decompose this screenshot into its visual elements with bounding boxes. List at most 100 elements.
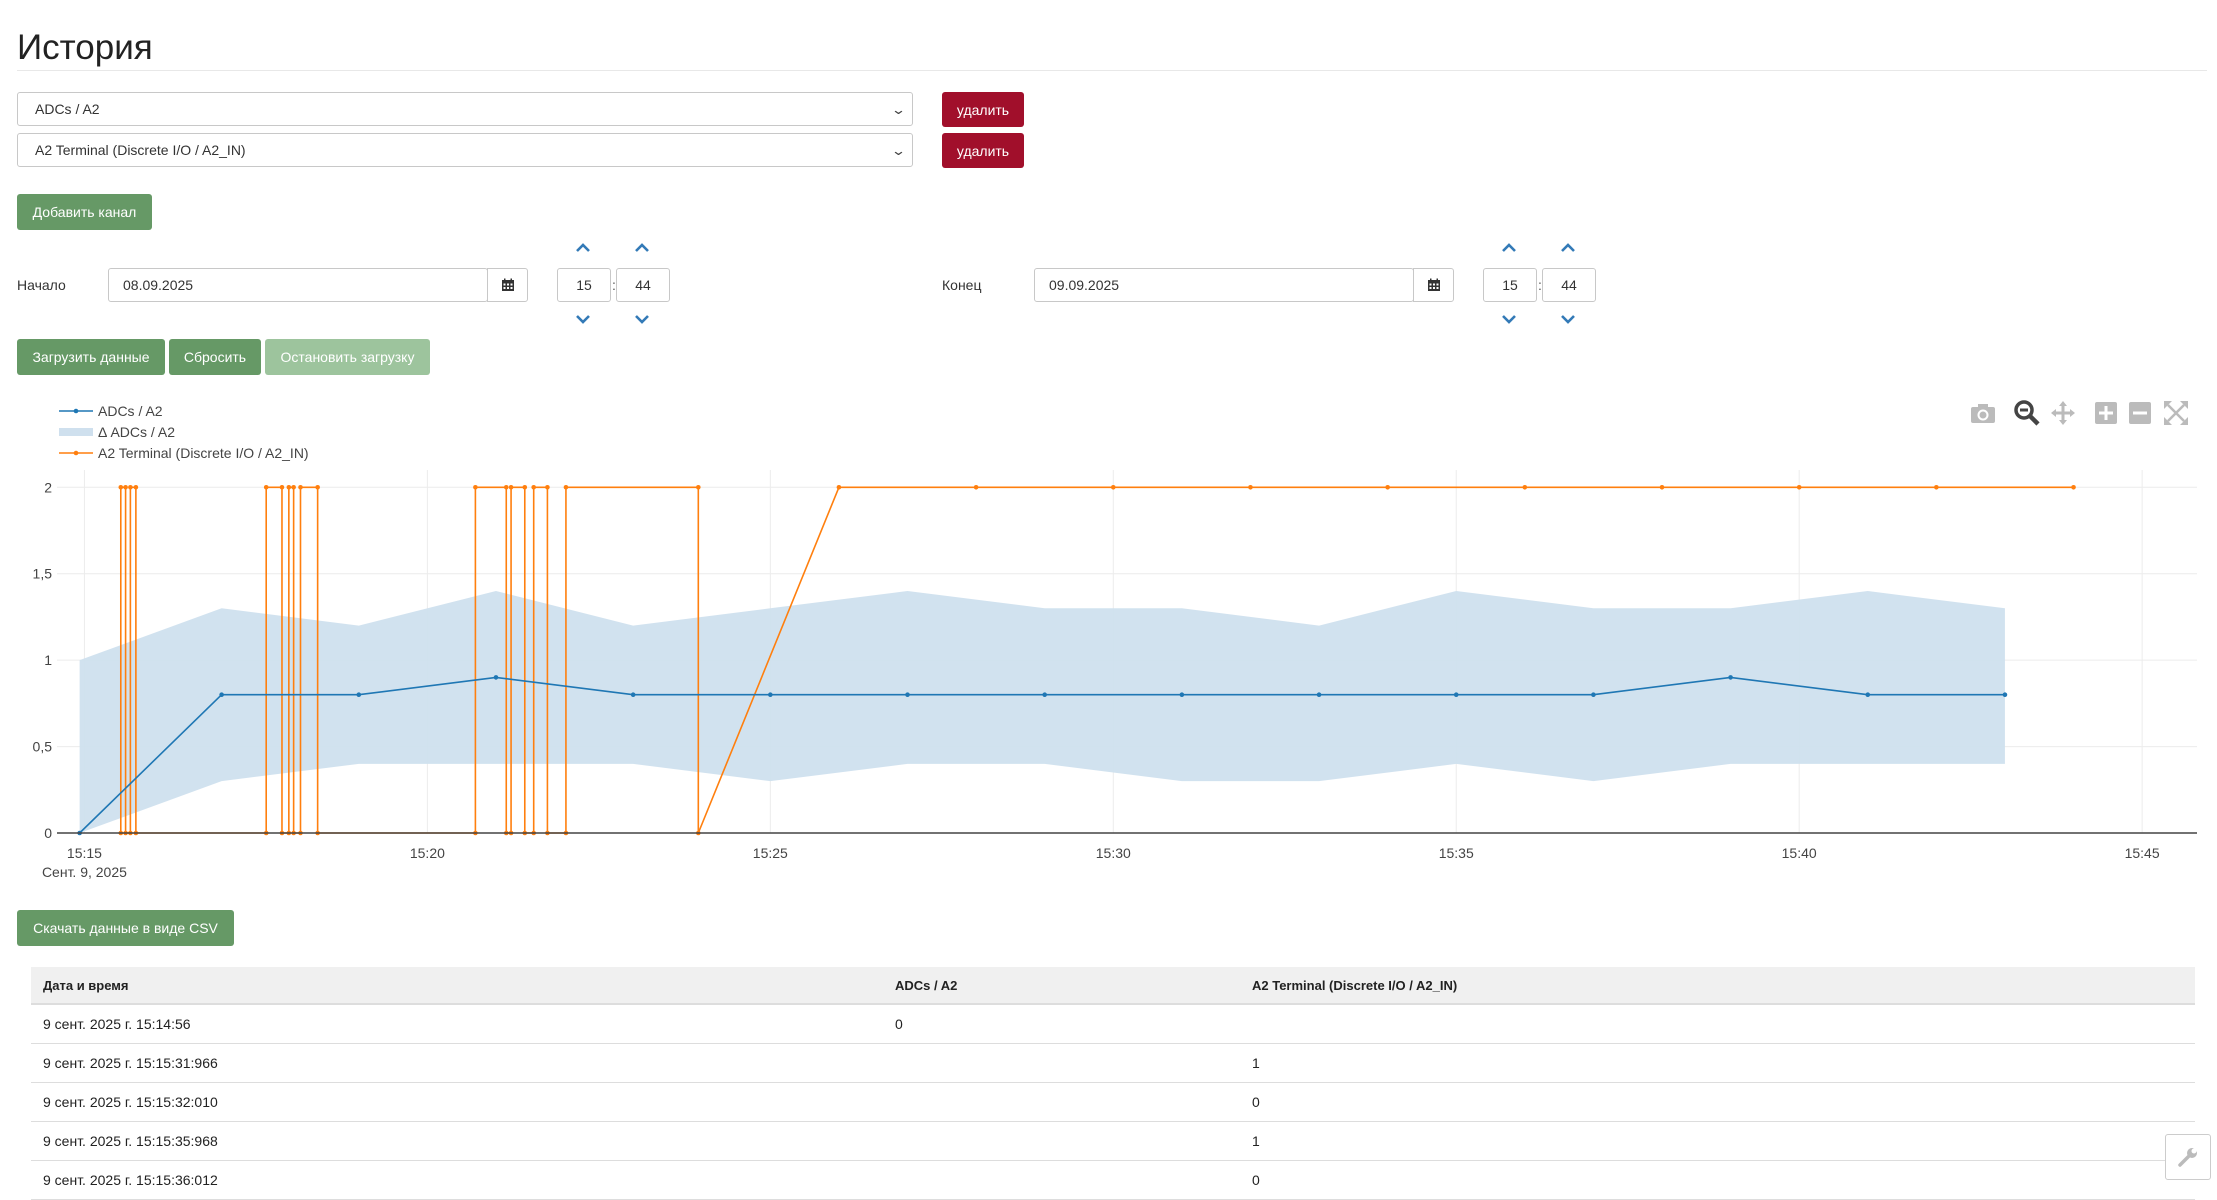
start-calendar-button[interactable] (487, 268, 528, 302)
chevron-up-icon (1502, 242, 1516, 252)
data-table: Дата и время ADCs / A2 A2 Terminal (Disc… (31, 967, 2195, 1200)
cell-a2-terminal (1240, 1004, 2195, 1044)
start-hour-up-button[interactable] (573, 240, 593, 254)
point-a2-terminal (563, 484, 569, 490)
cell-adcs-a2 (883, 1121, 1240, 1161)
autoscale-icon[interactable] (2162, 399, 2190, 427)
point-adcs-a2 (2002, 692, 2008, 698)
point-a2-terminal (503, 484, 509, 490)
chevron-down-icon (576, 314, 590, 324)
legend-label-adcs-a2: ADCs / A2 (98, 403, 163, 419)
legend-label-a2-terminal: A2 Terminal (Discrete I/O / A2_IN) (98, 445, 309, 461)
point-adcs-a2 (630, 692, 636, 698)
zoom-in-icon[interactable] (2092, 399, 2120, 427)
point-a2-terminal (263, 484, 269, 490)
point-a2-terminal (123, 484, 128, 490)
table-row: 9 сент. 2025 г. 15:15:36:012 0 (31, 1160, 2195, 1200)
point-a2-terminal (128, 484, 133, 490)
end-calendar-button[interactable] (1413, 268, 1454, 302)
download-csv-button[interactable]: Скачать данные в виде CSV (17, 910, 234, 946)
point-a2-terminal (1385, 484, 1390, 490)
cell-datetime: 9 сент. 2025 г. 15:15:32:010 (31, 1082, 883, 1122)
chevron-down-icon: ⌄ (890, 102, 907, 117)
reset-button[interactable]: Сбросить (169, 339, 261, 375)
point-a2-terminal (545, 484, 550, 490)
pan-icon[interactable] (2049, 399, 2077, 427)
end-minute-input[interactable]: 44 (1542, 268, 1596, 302)
table-row: 9 сент. 2025 г. 15:14:56 0 (31, 1004, 2195, 1044)
cell-adcs-a2 (883, 1082, 1240, 1122)
cell-adcs-a2 (883, 1160, 1240, 1200)
y-tick-label: 1 (44, 652, 52, 668)
stop-loading-button[interactable]: Остановить загрузку (265, 339, 430, 375)
x-tick-label: 15:40 (1782, 845, 1817, 861)
x-tick-label: 15:20 (410, 845, 445, 861)
start-minute-up-button[interactable] (632, 240, 652, 254)
settings-button[interactable] (2165, 1134, 2211, 1180)
cell-adcs-a2: 0 (883, 1004, 1240, 1044)
point-adcs-a2 (1728, 675, 1733, 680)
channel-select-1-value: ADCs / A2 (35, 101, 100, 117)
y-tick-label: 0 (44, 825, 52, 841)
x-tick-label: 15:15 (67, 845, 102, 861)
zoom-out-icon[interactable] (2126, 399, 2154, 427)
cell-datetime: 9 сент. 2025 г. 15:14:56 (31, 1004, 883, 1044)
header-a2-terminal: A2 Terminal (Discrete I/O / A2_IN) (1240, 967, 2195, 1005)
delete-channel-1-button[interactable]: удалить (942, 92, 1024, 127)
x-tick-sublabel: Сент. 9, 2025 (42, 864, 127, 880)
start-hour-input[interactable]: 15 (557, 268, 611, 302)
table-row: 9 сент. 2025 г. 15:15:35:968 1 (31, 1121, 2195, 1161)
end-date-input[interactable]: 09.09.2025 (1034, 268, 1414, 302)
legend-label-band: Δ ADCs / A2 (98, 424, 175, 440)
point-a2-terminal (1522, 484, 1528, 490)
end-hour-up-button[interactable] (1499, 240, 1519, 254)
end-minute-up-button[interactable] (1558, 240, 1578, 254)
point-adcs-a2 (1316, 692, 1322, 698)
calendar-icon (1427, 278, 1440, 291)
zoom-icon[interactable] (2013, 399, 2041, 427)
start-minute-input[interactable]: 44 (616, 268, 670, 302)
header-datetime: Дата и время (31, 967, 883, 1005)
point-a2-terminal (279, 484, 285, 490)
end-hour-input[interactable]: 15 (1483, 268, 1537, 302)
chevron-down-icon (635, 314, 649, 324)
x-tick-label: 15:45 (2125, 845, 2160, 861)
series-band-adcs-a2 (79, 591, 2005, 833)
channel-select-1[interactable]: ADCs / A2 ⌄ (17, 92, 913, 126)
delete-channel-2-button[interactable]: удалить (942, 133, 1024, 168)
cell-a2-terminal: 1 (1240, 1121, 2195, 1161)
chevron-down-icon (1502, 314, 1516, 324)
cell-datetime: 9 сент. 2025 г. 15:15:36:012 (31, 1160, 883, 1200)
cell-adcs-a2 (883, 1043, 1240, 1083)
point-a2-terminal (291, 484, 296, 490)
table-row: 9 сент. 2025 г. 15:15:32:010 0 (31, 1082, 2195, 1122)
chevron-up-icon (635, 242, 649, 252)
point-a2-terminal (118, 484, 124, 490)
cell-datetime: 9 сент. 2025 г. 15:15:35:968 (31, 1121, 883, 1161)
start-label: Начало (17, 277, 66, 293)
camera-icon[interactable] (1969, 399, 1997, 427)
point-a2-terminal (315, 484, 320, 490)
start-minute-down-button[interactable] (632, 312, 652, 326)
end-minute-down-button[interactable] (1558, 312, 1578, 326)
end-label: Конец (942, 277, 982, 293)
end-hour-down-button[interactable] (1499, 312, 1519, 326)
add-channel-button[interactable]: Добавить канал (17, 194, 152, 230)
point-a2-terminal (1796, 484, 1802, 490)
legend-swatch-band (59, 428, 93, 436)
channel-select-2[interactable]: A2 Terminal (Discrete I/O / A2_IN) ⌄ (17, 133, 913, 167)
point-a2-terminal (1248, 484, 1253, 490)
point-a2-terminal (508, 484, 514, 490)
point-adcs-a2 (905, 692, 910, 698)
point-adcs-a2 (1453, 692, 1459, 698)
x-tick-label: 15:25 (753, 845, 788, 861)
chevron-down-icon: ⌄ (890, 143, 907, 158)
point-adcs-a2 (1042, 692, 1047, 698)
load-data-button[interactable]: Загрузить данные (17, 339, 165, 375)
legend-marker-adcs-a2 (73, 408, 79, 414)
x-tick-label: 15:30 (1096, 845, 1131, 861)
start-hour-down-button[interactable] (573, 312, 593, 326)
point-adcs-a2 (493, 675, 499, 680)
point-a2-terminal (1659, 484, 1665, 490)
